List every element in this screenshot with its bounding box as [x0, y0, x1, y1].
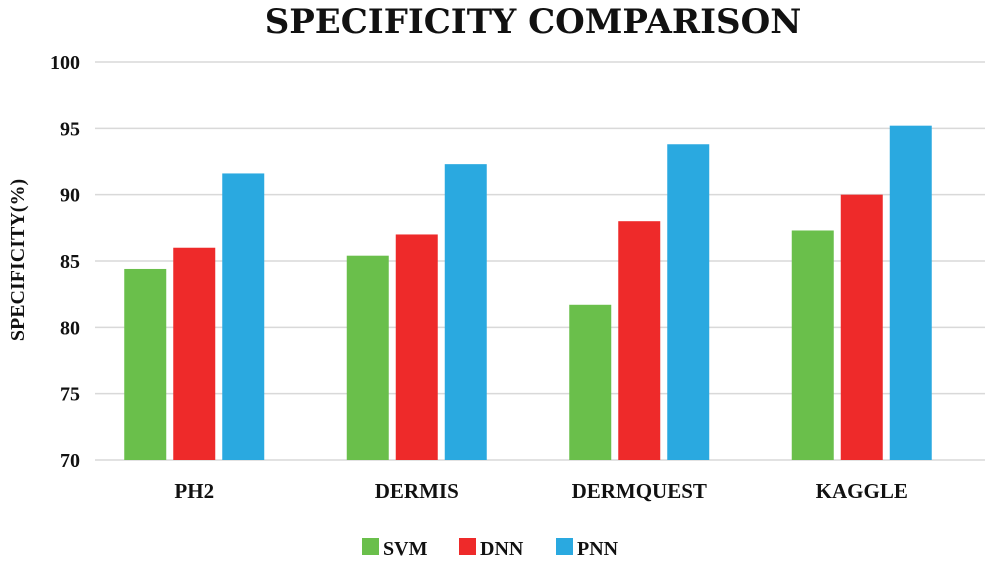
bar-series [124, 125, 932, 461]
x-axis-labels: PH2 DERMIS DERMQUEST KAGGLE [174, 479, 907, 503]
bar-dnn-dermquest [618, 221, 661, 460]
legend-swatch-pnn [556, 538, 573, 555]
x-category-label: PH2 [174, 479, 214, 503]
legend-label-pnn: PNN [577, 538, 619, 560]
y-tick-label: 70 [60, 450, 80, 472]
bar-svm-dermis [346, 255, 389, 460]
y-tick-label: 75 [60, 384, 80, 406]
y-tick-label: 90 [60, 185, 80, 207]
bar-svm-ph2 [124, 268, 167, 460]
x-category-label: DERMIS [375, 479, 459, 503]
bar-dnn-ph2 [173, 247, 216, 460]
y-axis-label: SPECIFICITY(%) [7, 179, 29, 341]
bar-svm-kaggle [791, 230, 834, 460]
x-category-label: DERMQUEST [572, 479, 707, 503]
y-axis-ticks: 70 75 80 85 90 95 100 [50, 52, 80, 472]
bar-svm-dermquest [569, 304, 612, 460]
bar-pnn-ph2 [222, 173, 265, 460]
bar-pnn-kaggle [889, 125, 932, 461]
bar-dnn-kaggle [840, 194, 883, 460]
chart-title: SPECIFICITY COMPARISON [265, 2, 802, 42]
legend-swatch-svm [362, 538, 379, 555]
y-tick-label: 95 [60, 118, 80, 140]
y-tick-label: 100 [50, 52, 80, 74]
x-category-label: KAGGLE [816, 479, 908, 503]
legend-label-dnn: DNN [480, 538, 524, 560]
bar-pnn-dermis [444, 164, 487, 461]
bar-dnn-dermis [395, 234, 438, 460]
legend-label-svm: SVM [383, 538, 428, 560]
y-tick-label: 85 [60, 251, 80, 273]
y-tick-label: 80 [60, 317, 80, 339]
legend: SVM DNN PNN [362, 538, 619, 560]
legend-swatch-dnn [459, 538, 476, 555]
bar-pnn-dermquest [667, 144, 710, 460]
